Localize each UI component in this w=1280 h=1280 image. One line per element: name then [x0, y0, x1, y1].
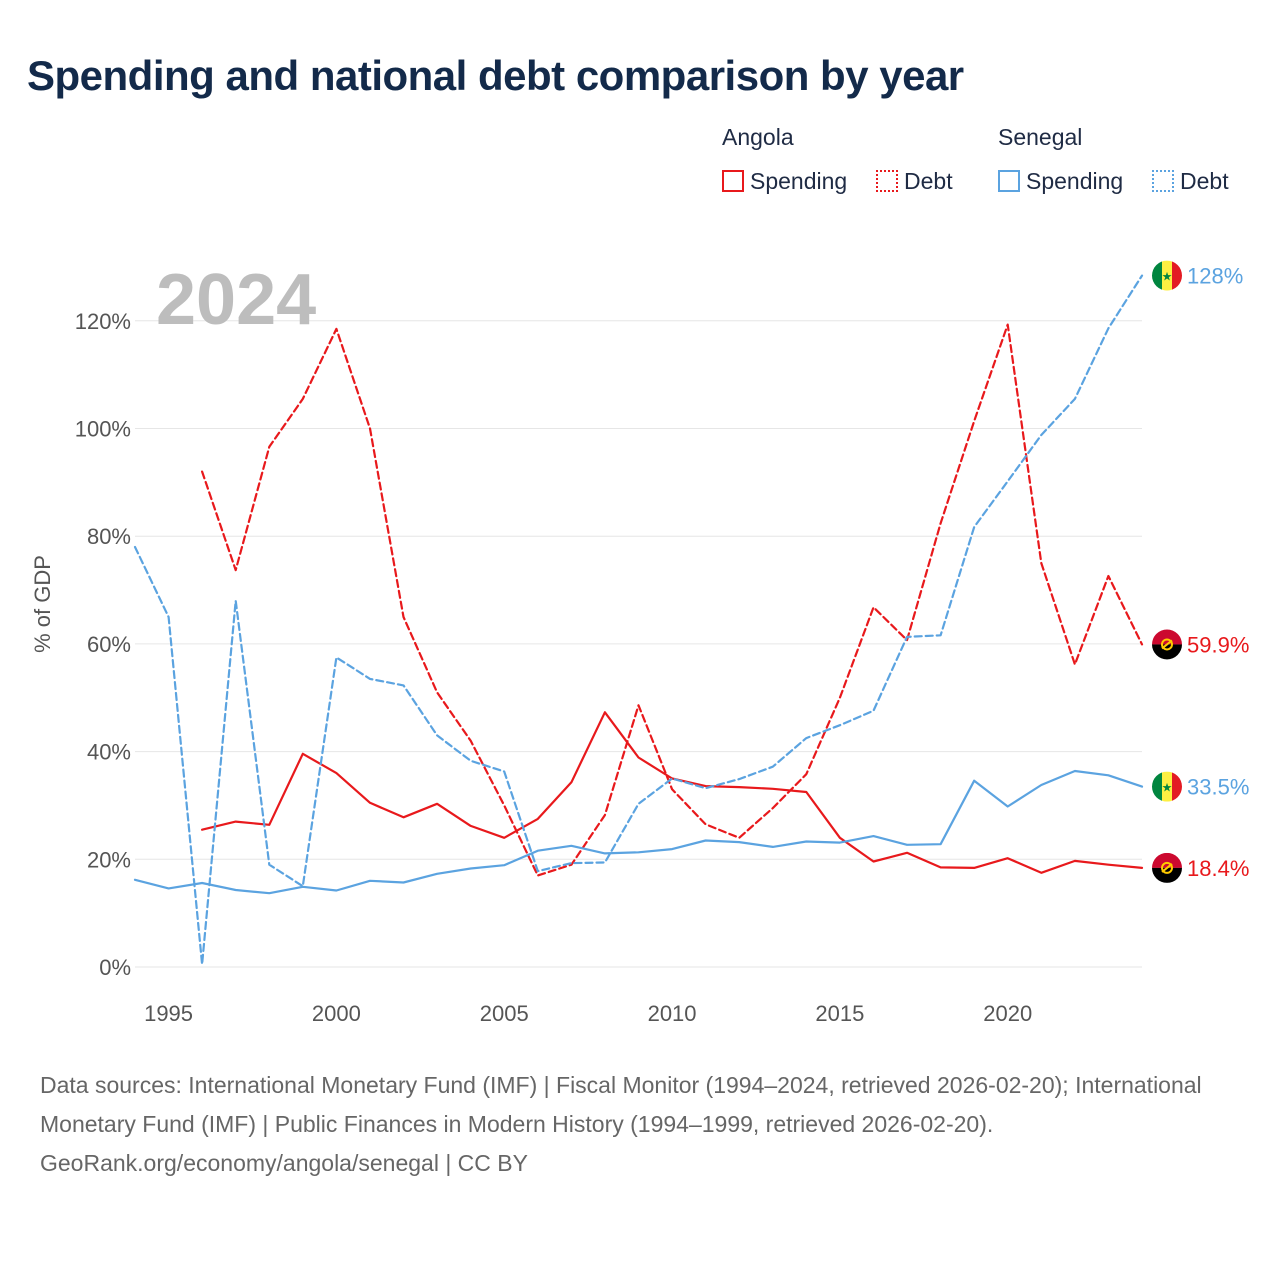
x-tick-label: 2005: [480, 1001, 529, 1026]
grid-lines: [135, 320, 1142, 968]
series-lines: [133, 274, 1144, 966]
x-axis-ticks: 1995 2000 2005 2010 2015 2020: [144, 1001, 1032, 1026]
legend-angola-spending[interactable]: Spending: [722, 166, 847, 196]
y-tick-label: 0%: [99, 955, 131, 980]
end-value-label: 33.5%: [1187, 775, 1249, 800]
legend-swatch-dotted-icon: [1152, 170, 1174, 192]
data-sources: Data sources: International Monetary Fun…: [40, 1072, 1202, 1137]
chart-title: Spending and national debt comparison by…: [27, 52, 964, 99]
x-tick-label: 2015: [815, 1001, 864, 1026]
footer: Data sources: International Monetary Fun…: [40, 1066, 1240, 1183]
y-tick-label: 120%: [75, 309, 131, 334]
senegal-flag-icon: ★: [1152, 771, 1182, 802]
x-tick-label: 2000: [312, 1001, 361, 1026]
legend-label: Spending: [1026, 167, 1124, 194]
svg-text:★: ★: [1162, 270, 1173, 284]
senegal-spending-line[interactable]: [133, 769, 1144, 895]
svg-text:★: ★: [1162, 781, 1173, 795]
y-tick-label: 40%: [87, 740, 131, 765]
y-tick-label: 80%: [87, 524, 131, 549]
legend-angola-debt[interactable]: Debt: [876, 166, 953, 196]
x-tick-label: 2010: [648, 1001, 697, 1026]
angola-debt-line[interactable]: [201, 323, 1144, 877]
end-value-label: 18.4%: [1187, 856, 1249, 881]
legend-group-senegal: Senegal: [998, 124, 1083, 150]
legend-label: Debt: [1180, 167, 1229, 194]
end-labels: 18.4% 59.9% ★ 33.5% ★ 128%: [1152, 260, 1249, 883]
y-axis-title: % of GDP: [30, 555, 55, 653]
year-overlay: 2024: [156, 260, 316, 340]
legend-label: Debt: [904, 167, 953, 194]
legend-senegal-debt[interactable]: Debt: [1152, 166, 1229, 196]
end-value-label: 59.9%: [1187, 632, 1249, 657]
x-tick-label: 1995: [144, 1001, 193, 1026]
y-tick-label: 20%: [87, 847, 131, 872]
legend-group-angola: Angola: [722, 124, 794, 150]
y-tick-label: 60%: [87, 632, 131, 657]
senegal-debt-line[interactable]: [133, 274, 1144, 966]
y-tick-label: 100%: [75, 417, 131, 442]
legend-label: Spending: [750, 167, 848, 194]
angola-flag-icon: [1152, 852, 1182, 883]
credit-link[interactable]: GeoRank.org/economy/angola/senegal | CC …: [40, 1150, 528, 1176]
legend-swatch-solid-icon: [998, 170, 1020, 192]
senegal-flag-icon: ★: [1152, 260, 1182, 291]
legend-swatch-solid-icon: [722, 170, 744, 192]
legend-swatch-dotted-icon: [876, 170, 898, 192]
x-tick-label: 2020: [983, 1001, 1032, 1026]
end-value-label: 128%: [1187, 264, 1243, 289]
angola-flag-icon: [1152, 629, 1182, 660]
y-axis-ticks: 0% 20% 40% 60% 80% 100% 120%: [75, 309, 131, 980]
legend-senegal-spending[interactable]: Spending: [998, 166, 1123, 196]
